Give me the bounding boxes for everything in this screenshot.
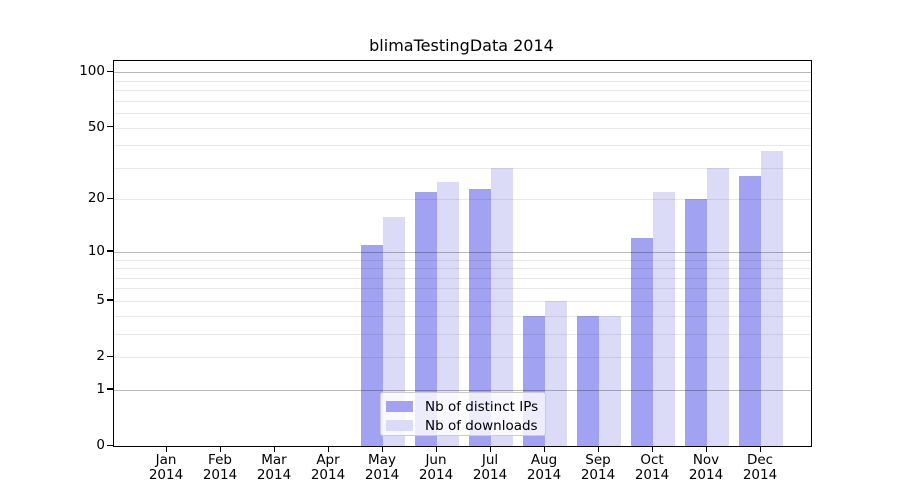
x-tick-mark — [705, 446, 707, 452]
legend-label-distinct-ips: Nb of distinct IPs — [425, 398, 539, 415]
bar-downloads-jul — [491, 167, 513, 446]
x-tick-year: 2014 — [202, 467, 238, 483]
y-tick-label: 50 — [87, 118, 105, 135]
y-tick-label: 0 — [96, 437, 105, 453]
x-tick-label: Feb 2014 — [190, 453, 250, 483]
x-tick-mark — [381, 446, 383, 452]
bar-distinct-ips-oct — [631, 238, 653, 446]
y-tick-label: 100 — [79, 63, 105, 80]
x-tick-month: Apr — [316, 452, 340, 468]
x-tick-label: Aug 2014 — [514, 453, 574, 483]
x-tick-month: Jan — [155, 452, 177, 468]
x-tick-mark — [651, 446, 653, 452]
plot-area: Nb of distinct IPs Nb of downloads — [113, 60, 812, 447]
bar-downloads-sep — [599, 315, 621, 446]
bar-downloads-dec — [761, 151, 783, 446]
y-tick-mark — [107, 250, 113, 252]
chart-title: blimaTestingData 2014 — [369, 36, 554, 55]
legend-swatch-distinct-ips — [386, 401, 413, 412]
legend: Nb of distinct IPs Nb of downloads — [380, 392, 546, 436]
bar-downloads-aug — [545, 300, 567, 446]
x-tick-mark — [327, 446, 329, 452]
bar-distinct-ips-may — [361, 244, 383, 446]
x-tick-label: Jan 2014 — [136, 453, 196, 483]
x-tick-month: Sep — [585, 452, 611, 468]
gridline-minor — [114, 127, 811, 129]
x-tick-year: 2014 — [148, 467, 184, 483]
gridline-major — [114, 72, 811, 74]
y-tick-label: 2 — [96, 348, 105, 365]
gridline-minor — [114, 90, 811, 92]
x-tick-month: Nov — [692, 452, 720, 468]
y-tick-label: 5 — [96, 291, 105, 308]
x-tick-mark — [489, 446, 491, 452]
y-tick-mark — [107, 70, 113, 72]
x-tick-year: 2014 — [418, 467, 454, 483]
x-tick-label: Mar 2014 — [244, 453, 304, 483]
x-tick-label: May 2014 — [352, 453, 412, 483]
x-tick-mark — [597, 446, 599, 452]
bar-downloads-jun — [437, 182, 459, 446]
y-tick-label: 1 — [96, 380, 105, 397]
bar-distinct-ips-jun — [415, 192, 437, 446]
x-tick-year: 2014 — [310, 467, 346, 483]
y-tick-mark — [107, 444, 113, 446]
gridline-minor — [114, 100, 811, 102]
legend-item-distinct-ips: Nb of distinct IPs — [386, 397, 545, 416]
legend-label-downloads: Nb of downloads — [425, 417, 538, 434]
bar-downloads-oct — [653, 192, 675, 446]
x-tick-year: 2014 — [688, 467, 724, 483]
x-tick-label: Sep 2014 — [568, 453, 628, 483]
x-tick-year: 2014 — [364, 467, 400, 483]
bar-distinct-ips-dec — [739, 176, 761, 446]
x-tick-label: Apr 2014 — [298, 453, 358, 483]
y-tick-mark — [107, 197, 113, 200]
x-tick-year: 2014 — [526, 467, 562, 483]
bar-downloads-may — [383, 216, 405, 446]
x-tick-label: Nov 2014 — [676, 453, 736, 483]
x-tick-label: Jul 2014 — [460, 453, 520, 483]
y-tick-label: 20 — [87, 190, 105, 207]
x-tick-month: Dec — [746, 452, 774, 468]
x-tick-mark — [543, 446, 545, 452]
legend-item-downloads: Nb of downloads — [386, 416, 545, 435]
x-tick-year: 2014 — [634, 467, 670, 483]
x-tick-month: Jun — [425, 452, 447, 468]
bar-downloads-nov — [707, 167, 729, 446]
x-tick-year: 2014 — [256, 467, 292, 483]
gridline-minor — [114, 80, 811, 82]
x-tick-label: Jun 2014 — [406, 453, 466, 483]
y-tick-mark — [107, 355, 113, 357]
x-tick-month: May — [368, 452, 396, 468]
y-tick-mark — [107, 126, 113, 128]
x-tick-month: Oct — [640, 452, 664, 468]
bar-distinct-ips-nov — [685, 199, 707, 446]
x-tick-year: 2014 — [580, 467, 616, 483]
x-tick-mark — [273, 446, 275, 452]
x-tick-mark — [435, 446, 437, 452]
x-tick-mark — [165, 446, 167, 452]
gridline-minor — [114, 113, 811, 115]
legend-swatch-downloads — [386, 420, 413, 431]
bar-distinct-ips-sep — [577, 315, 599, 446]
x-tick-label: Dec 2014 — [730, 453, 790, 483]
x-tick-month: Jul — [481, 452, 499, 468]
x-tick-year: 2014 — [742, 467, 778, 483]
x-tick-month: Aug — [530, 452, 558, 468]
bar-distinct-ips-jul — [469, 188, 491, 446]
y-tick-mark — [107, 388, 113, 390]
x-tick-year: 2014 — [472, 467, 508, 483]
x-tick-label: Oct 2014 — [622, 453, 682, 483]
x-tick-mark — [219, 446, 221, 452]
x-tick-mark — [759, 446, 761, 452]
y-tick-label: 10 — [87, 242, 105, 259]
gridline-minor — [114, 145, 811, 147]
x-tick-month: Mar — [261, 452, 287, 468]
y-tick-mark — [107, 299, 113, 301]
x-tick-month: Feb — [208, 452, 232, 468]
